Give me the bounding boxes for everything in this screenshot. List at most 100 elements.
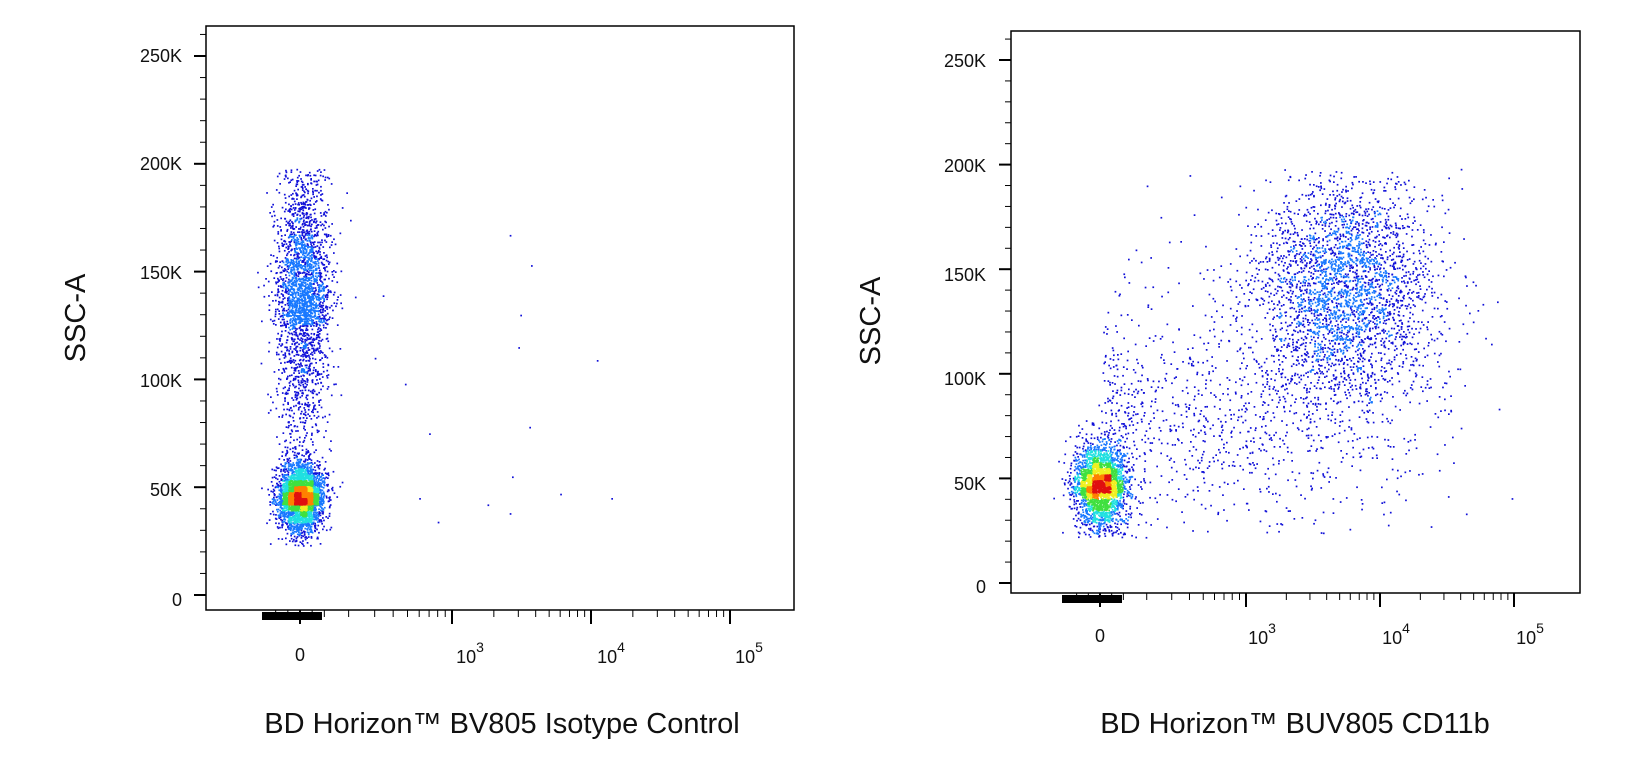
x-tick-label: 103 <box>456 639 484 667</box>
data-point <box>291 285 293 288</box>
data-point <box>300 514 303 516</box>
data-point <box>310 477 312 479</box>
data-point <box>302 385 305 388</box>
data-point <box>300 319 303 322</box>
data-point <box>295 321 297 323</box>
data-point <box>322 508 324 510</box>
data-point <box>313 252 315 254</box>
data-point <box>313 203 315 205</box>
data-point <box>298 401 301 403</box>
data-point <box>305 292 307 294</box>
data-point <box>315 278 317 281</box>
data-point <box>269 501 271 503</box>
data-point <box>319 303 321 305</box>
data-point <box>290 260 293 262</box>
data-point <box>321 239 323 241</box>
data-point <box>308 356 311 358</box>
data-point <box>318 467 321 470</box>
data-point <box>328 277 330 280</box>
data-point <box>298 469 300 471</box>
data-point <box>305 521 308 524</box>
data-point <box>329 290 332 292</box>
data-point <box>276 510 279 513</box>
data-point <box>321 314 324 316</box>
data-point <box>288 267 290 269</box>
data-point <box>311 351 313 354</box>
data-point <box>293 509 295 512</box>
data-point <box>296 297 299 300</box>
data-point <box>327 474 330 477</box>
data-point <box>320 189 322 192</box>
data-point <box>306 463 309 466</box>
data-point <box>317 500 319 502</box>
data-point <box>291 477 294 480</box>
data-point <box>312 392 315 395</box>
data-point <box>320 275 323 278</box>
data-point <box>306 243 309 245</box>
data-point <box>315 336 318 339</box>
data-point <box>292 288 295 290</box>
data-point <box>311 381 314 384</box>
data-point <box>298 523 300 526</box>
data-point <box>277 332 279 335</box>
data-point <box>300 178 302 180</box>
data-point <box>297 430 299 432</box>
data-point <box>281 300 284 303</box>
data-point <box>294 447 297 450</box>
data-point <box>301 181 304 184</box>
data-point <box>279 271 282 274</box>
data-point <box>320 319 323 321</box>
data-point <box>288 195 290 198</box>
data-point <box>289 223 291 225</box>
data-point <box>323 519 325 522</box>
data-point <box>303 309 305 311</box>
data-point <box>305 523 308 525</box>
data-point <box>336 299 339 301</box>
data-point <box>283 243 285 246</box>
data-point <box>286 482 288 484</box>
data-point <box>312 409 314 411</box>
data-point <box>307 292 309 294</box>
data-point <box>300 267 303 270</box>
data-point <box>319 273 321 276</box>
data-point <box>313 339 316 341</box>
data-point <box>299 471 301 474</box>
data-point <box>287 461 290 464</box>
data-point <box>296 353 299 356</box>
data-point <box>316 189 318 192</box>
data-point <box>292 513 294 516</box>
data-point <box>294 515 296 517</box>
data-point <box>311 339 314 341</box>
data-point <box>303 531 306 534</box>
data-point <box>284 197 287 199</box>
data-point <box>286 488 289 490</box>
data-point <box>297 468 300 470</box>
data-point <box>287 471 290 474</box>
data-point <box>299 266 302 269</box>
data-point <box>302 260 305 263</box>
data-point <box>291 324 294 326</box>
data-point <box>289 219 292 222</box>
data-point <box>304 290 306 293</box>
data-point <box>298 518 300 520</box>
data-point <box>288 513 290 515</box>
data-point <box>312 411 314 414</box>
data-point <box>289 233 292 236</box>
data-point <box>284 494 287 496</box>
data-point <box>293 189 296 192</box>
data-point <box>307 349 310 351</box>
data-point <box>327 289 330 291</box>
data-point <box>285 480 288 483</box>
data-point <box>319 301 322 303</box>
data-point <box>302 330 304 332</box>
data-point <box>286 315 288 317</box>
data-point <box>313 508 316 511</box>
data-point <box>318 269 321 272</box>
data-point <box>324 477 326 480</box>
data-point <box>304 317 307 319</box>
data-point <box>284 440 286 443</box>
data-point <box>302 194 305 196</box>
data-point <box>301 266 303 269</box>
data-point <box>328 506 331 509</box>
data-point <box>293 200 296 203</box>
